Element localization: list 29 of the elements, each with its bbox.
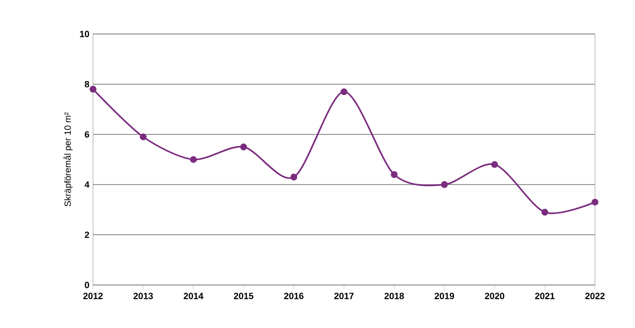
y-tick-label: 4 <box>84 181 90 188</box>
point <box>90 86 96 93</box>
x-tick-label: 2014 <box>184 292 204 300</box>
x-tick-label: 2021 <box>535 292 555 300</box>
x-tick-label: 2020 <box>484 292 504 300</box>
x-tick-label: 2022 <box>585 292 605 300</box>
point <box>390 171 398 178</box>
x-tick-label: 2017 <box>334 292 354 300</box>
y-axis-title: Skräpföremål per 10 m² <box>63 112 73 206</box>
y-tick-label: 0 <box>84 282 90 288</box>
point <box>190 156 197 163</box>
point <box>340 88 348 96</box>
y-tick-label: 8 <box>84 81 90 88</box>
point <box>592 198 598 206</box>
point <box>290 174 298 180</box>
y-tick-label: 2 <box>84 232 90 238</box>
y-tick-label: 6 <box>84 131 90 138</box>
y-tick-label: 10 <box>80 30 90 38</box>
point <box>441 181 448 188</box>
x-tick-label: 2015 <box>234 292 254 300</box>
x-tick-label: 2018 <box>384 292 404 300</box>
point <box>491 161 498 168</box>
x-tick-label: 2016 <box>284 292 304 300</box>
x-tick-label: 2013 <box>134 292 153 300</box>
point <box>541 208 548 216</box>
point <box>240 144 247 150</box>
x-tick-label: 2012 <box>83 292 103 300</box>
point <box>140 134 147 140</box>
x-tick-label: 2019 <box>434 292 454 300</box>
